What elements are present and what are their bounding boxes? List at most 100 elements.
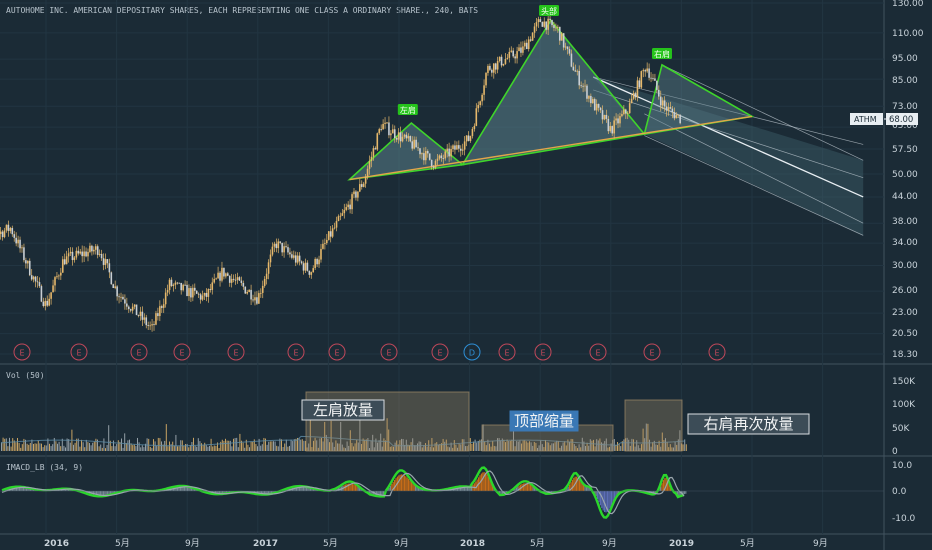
last-price-tag[interactable]: ATHM 68.00 bbox=[850, 113, 918, 125]
candle-body bbox=[642, 70, 645, 72]
price-axis[interactable]: 130.00 110.00 95.00 85.00 73.00 65.00 57… bbox=[892, 0, 924, 360]
volume-bar bbox=[669, 444, 671, 451]
candle-body bbox=[89, 245, 91, 252]
candle-body bbox=[261, 285, 264, 293]
earnings-marker[interactable] bbox=[70, 343, 88, 361]
volume-bar bbox=[197, 438, 199, 451]
last-price-value: 68.00 bbox=[889, 115, 913, 125]
volume-bar bbox=[338, 443, 340, 451]
earnings-marker[interactable] bbox=[13, 343, 31, 361]
macd-bar bbox=[293, 487, 295, 491]
macd-bar bbox=[214, 491, 216, 494]
candle-body bbox=[595, 103, 598, 111]
candle-body bbox=[419, 148, 421, 155]
volume-bar bbox=[217, 442, 218, 451]
symbol-badge bbox=[850, 113, 883, 125]
volume-bar bbox=[213, 445, 215, 451]
candle-body bbox=[628, 103, 631, 114]
macd-bar bbox=[399, 474, 401, 491]
candle-body bbox=[506, 57, 509, 59]
volume-bar bbox=[652, 442, 654, 451]
candle-body bbox=[46, 300, 49, 306]
symbol-title[interactable]: AUTOHOME INC. AMERICAN DEPOSITARY SHARES… bbox=[6, 6, 478, 15]
candle-body bbox=[69, 251, 72, 254]
vol-top-label-tag bbox=[509, 410, 579, 432]
earnings-marker[interactable] bbox=[130, 343, 148, 361]
volume-bar bbox=[252, 441, 254, 451]
candle-body bbox=[415, 139, 417, 148]
earnings-marker[interactable] bbox=[534, 343, 552, 361]
candle-body bbox=[225, 273, 227, 277]
earnings-marker[interactable] bbox=[287, 343, 305, 361]
candle-body bbox=[634, 93, 637, 98]
price-tick: 26.00 bbox=[892, 286, 918, 296]
macd-bar bbox=[483, 472, 485, 491]
earnings-marker[interactable] bbox=[708, 343, 726, 361]
volume-bar bbox=[97, 439, 98, 451]
candle-body bbox=[609, 126, 612, 132]
volume-bar bbox=[508, 441, 510, 451]
candle-body bbox=[341, 213, 344, 216]
macd-bar bbox=[529, 484, 531, 491]
earnings-marker[interactable] bbox=[380, 343, 398, 361]
candle-body bbox=[283, 246, 285, 253]
volume-bar bbox=[538, 445, 540, 451]
macd-bar bbox=[487, 476, 489, 491]
candle-body bbox=[228, 275, 231, 283]
macd-bar bbox=[335, 489, 337, 491]
volume-bar bbox=[106, 445, 108, 451]
candle-body bbox=[168, 279, 171, 291]
vol-top-label: 顶部缩量 bbox=[514, 412, 574, 430]
volume-bar bbox=[457, 447, 458, 451]
volume-bar bbox=[29, 442, 31, 451]
volume-bar bbox=[591, 440, 593, 451]
macd-bar bbox=[219, 491, 221, 494]
volume-bar bbox=[522, 440, 524, 451]
volume-pane-label[interactable]: Vol (50) bbox=[6, 371, 45, 380]
volume-bar bbox=[465, 446, 466, 451]
macd-bar bbox=[179, 486, 181, 491]
earnings-marker[interactable] bbox=[173, 343, 191, 361]
volume-bar bbox=[2, 437, 4, 451]
earnings-marker[interactable] bbox=[589, 343, 607, 361]
dividend-marker[interactable] bbox=[463, 343, 481, 361]
time-tick: 5月 bbox=[740, 538, 755, 549]
volume-bar bbox=[455, 444, 457, 451]
vol-left-label-tag bbox=[301, 399, 385, 421]
volume-bar bbox=[81, 439, 82, 451]
earnings-marker[interactable] bbox=[643, 343, 661, 361]
volume-bar bbox=[637, 445, 639, 451]
volume-bar bbox=[177, 446, 178, 451]
candle-body bbox=[52, 285, 54, 293]
volume-bar bbox=[441, 443, 442, 451]
candle-body bbox=[3, 230, 6, 238]
volume-bar bbox=[93, 441, 95, 451]
volume-bar bbox=[233, 438, 234, 451]
candle-body bbox=[242, 282, 245, 287]
macd-axis[interactable]: 10.0 0.0 -10.0 bbox=[892, 461, 916, 524]
earnings-marker[interactable] bbox=[498, 343, 516, 361]
candle-body bbox=[347, 204, 349, 208]
earnings-marker[interactable] bbox=[431, 343, 449, 361]
volume-bar bbox=[333, 446, 335, 451]
earnings-marker[interactable] bbox=[227, 343, 245, 361]
candle-body bbox=[48, 298, 50, 306]
volume-bar bbox=[655, 444, 657, 451]
volume-bar bbox=[445, 439, 447, 451]
volume-bar bbox=[63, 445, 65, 451]
candle-body bbox=[127, 306, 130, 310]
volume-bar bbox=[268, 441, 270, 451]
macd-pane-label[interactable]: IMACD_LB (34, 9) bbox=[6, 463, 83, 472]
volume-bar bbox=[682, 444, 684, 451]
macd-bar bbox=[296, 487, 298, 491]
candle-body bbox=[613, 120, 615, 134]
candle-body bbox=[293, 255, 295, 258]
candle-body bbox=[648, 68, 650, 78]
volume-axis[interactable]: 150K 100K 50K 0 bbox=[892, 377, 916, 457]
volume-bar bbox=[329, 442, 330, 451]
macd-bar bbox=[345, 484, 347, 491]
macd-bar bbox=[564, 489, 566, 491]
candle-body bbox=[273, 243, 276, 247]
time-axis[interactable]: 2016 5月 9月 2017 5月 9月 2018 5月 9月 2019 5月… bbox=[44, 538, 828, 549]
earnings-marker[interactable] bbox=[328, 343, 346, 361]
